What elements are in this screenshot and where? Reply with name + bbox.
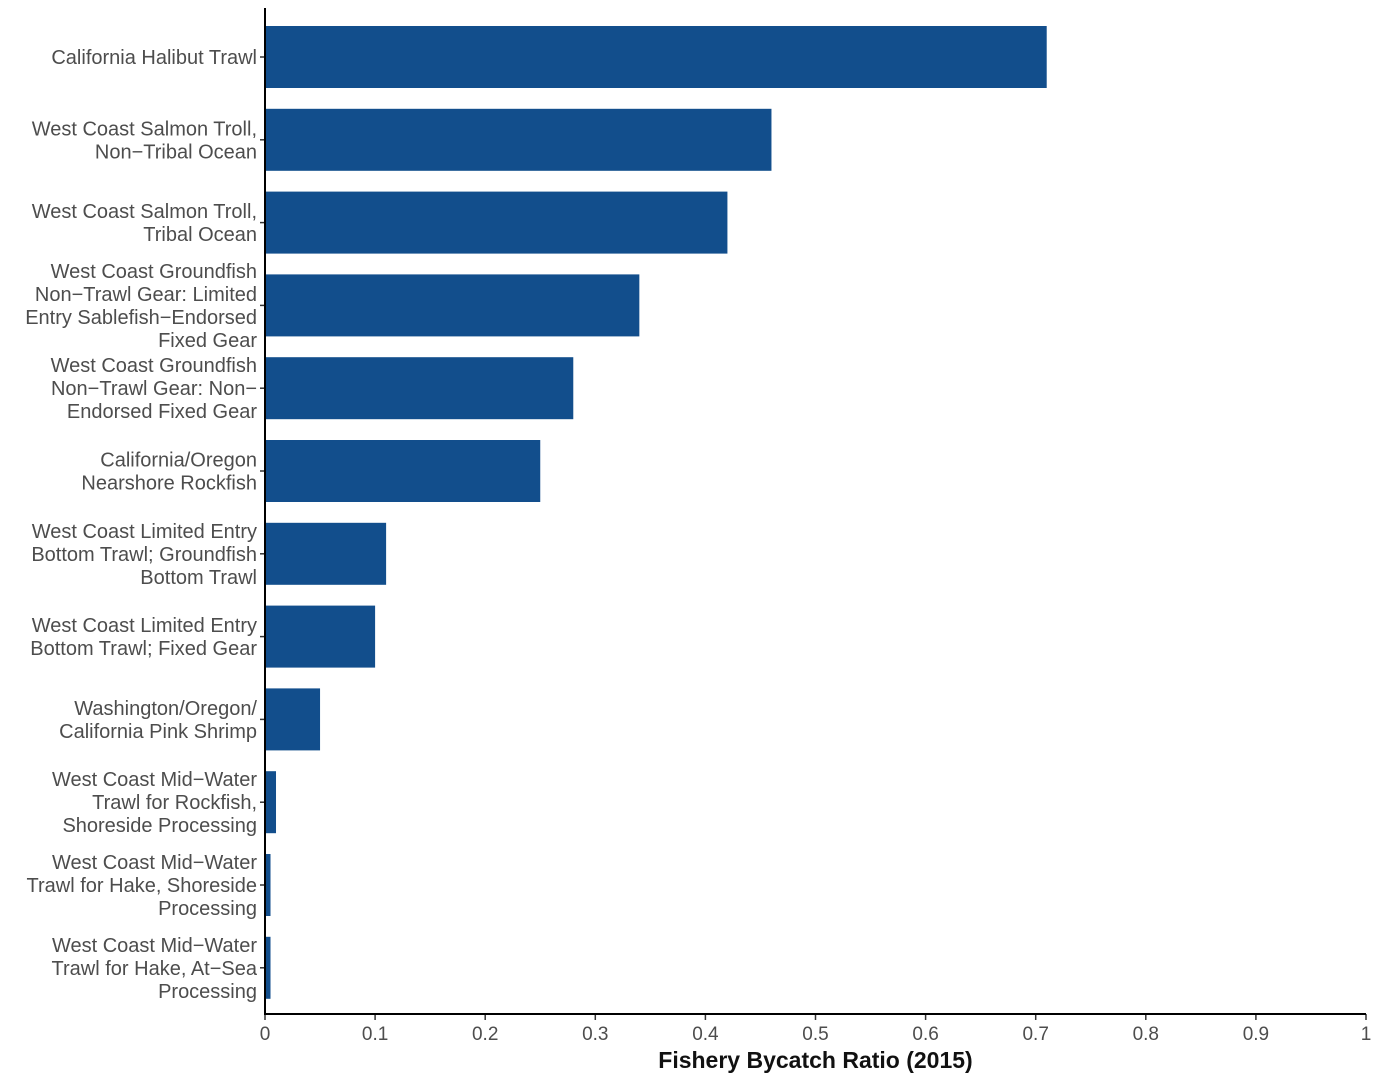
category-label: West Coast Mid−Water Trawl for Rockfish, S… [52,769,257,837]
x-tick-label: 0.5 [802,1024,828,1045]
bar [265,936,271,999]
category-label: West Coast Mid−Water Trawl for Hake, Shor… [27,852,258,920]
bar [265,688,321,751]
x-tick-label: 0 [260,1024,271,1045]
bars-layer [265,26,1047,999]
category-label: West Coast Limited Entry Bottom Trawl; Gr… [31,521,257,589]
bar [265,854,271,916]
category-label: California Halibut Trawl [51,47,257,69]
bar [265,191,728,254]
category-labels: California Halibut Trawl West Coast Salmo… [25,47,258,1003]
x-tick-label: 0.2 [472,1024,498,1045]
x-tick-label: 0.1 [362,1024,388,1045]
x-tick-label: 0.3 [582,1024,608,1045]
bar [265,274,640,337]
category-label: West Coast Groundfish Non−Trawl Gear: Lim… [25,261,257,352]
x-axis-title: Fishery Bycatch Ratio (2015) [658,1047,972,1073]
bar [265,440,541,502]
x-tick-label: 0.6 [912,1024,938,1045]
x-axis-ticks: 0 0.1 0.2 0.3 0.4 0.5 0.6 0.7 0.8 0.9 1 [260,1014,1372,1045]
category-label: West Coast Groundfish Non−Trawl Gear: Non… [51,355,258,423]
category-label: West Coast Salmon Troll, Non−Tribal Ocean [32,118,257,163]
x-tick-label: 0.8 [1133,1024,1159,1045]
x-tick-label: 1 [1361,1024,1372,1045]
category-label: West Coast Salmon Troll, Tribal Ocean [32,201,257,246]
bar [265,605,376,668]
category-label: Washington/Oregon/California Pink Shrimp [59,698,257,743]
bar [265,108,772,171]
bar [265,26,1047,88]
category-label: West Coast Mid−Water Trawl for Hake, At−S… [52,935,258,1003]
x-tick-label: 0.9 [1243,1024,1269,1045]
category-label: West Coast Limited Entry Bottom Trawl; Fi… [30,615,257,660]
x-tick-label: 0.4 [692,1024,719,1045]
category-label: California/Oregon Nearshore Rockfish [81,450,257,495]
bar [265,522,387,585]
x-tick-label: 0.7 [1022,1024,1048,1045]
bar [265,357,574,420]
bar [265,771,277,834]
